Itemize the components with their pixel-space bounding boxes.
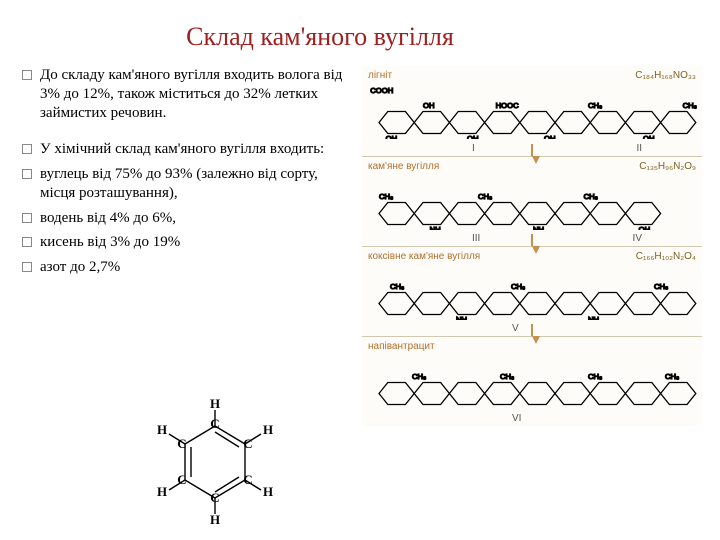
atom-c: C <box>243 472 252 487</box>
bullet-text: У хімічний склад кам'яного вугілля входи… <box>40 140 352 159</box>
svg-text:OH: OH <box>386 134 398 139</box>
benzene-icon: C C C C C C H H H H H H <box>130 398 300 528</box>
atom-c: C <box>177 472 186 487</box>
svg-text:CH₃: CH₃ <box>584 192 598 201</box>
roman-numeral: II <box>636 143 642 154</box>
list-item: кисень від 3% до 19% <box>22 233 352 252</box>
atom-c: C <box>243 436 252 451</box>
arrow-down-icon <box>531 324 533 336</box>
arrow-down-icon <box>532 246 540 254</box>
list-item: вуглець від 75% до 93% (залежно від сорт… <box>22 165 352 203</box>
chem-formula: C₁₈₄H₁₆₈NO₃₃ <box>635 70 696 81</box>
svg-text:CH₃: CH₃ <box>511 282 525 291</box>
svg-text:OH: OH <box>544 134 556 139</box>
arrow-down-icon <box>532 156 540 164</box>
bullet-icon <box>22 213 32 223</box>
chem-row-semianthracite: напівантрацит CH₃ CH₃ CH₃ <box>362 336 702 426</box>
atom-h: H <box>263 422 273 437</box>
svg-text:CH₃: CH₃ <box>500 372 514 381</box>
atom-h: H <box>210 398 220 411</box>
bullet-icon <box>22 169 32 179</box>
roman-numeral: VI <box>512 413 521 424</box>
svg-text:OH: OH <box>639 225 651 230</box>
svg-text:NH: NH <box>588 315 599 320</box>
svg-text:CH₃: CH₃ <box>478 192 492 201</box>
bullet-text: азот до 2,7% <box>40 258 352 277</box>
content-row: До складу кам'яного вугілля входить воло… <box>0 66 720 486</box>
arrow-down-icon <box>531 234 533 246</box>
molecule-icon: COOH OH OH OH HOOC OH <box>368 84 720 139</box>
atom-c: C <box>210 416 219 431</box>
bullet-icon <box>22 262 32 272</box>
svg-text:CH₃: CH₃ <box>390 282 404 291</box>
list-item: У хімічний склад кам'яного вугілля входи… <box>22 140 352 159</box>
bullet-text: водень від 4% до 6%, <box>40 209 352 228</box>
coal-structure-diagram: лігніт C₁₈₄H₁₆₈NO₃₃ COOH OH <box>362 66 702 486</box>
bullet-icon <box>22 237 32 247</box>
arrow-down-icon <box>532 336 540 344</box>
chem-label: лігніт <box>368 70 392 81</box>
bullet-icon <box>22 70 32 80</box>
svg-text:CH₃: CH₃ <box>588 101 602 110</box>
list-item: До складу кам'яного вугілля входить воло… <box>22 66 352 122</box>
svg-text:OH: OH <box>423 101 435 110</box>
bullet-text: кисень від 3% до 19% <box>40 233 352 252</box>
molecule-icon: CH₃ NH CH₃ NH CH₃ <box>368 265 720 320</box>
svg-text:CH₃: CH₃ <box>412 372 426 381</box>
atom-h: H <box>157 484 167 499</box>
chem-label: коксівне кам'яне вугілля <box>368 251 480 262</box>
roman-numeral: IV <box>633 233 642 244</box>
atom-h: H <box>157 422 167 437</box>
svg-text:CH₃: CH₃ <box>665 372 679 381</box>
svg-text:CH₃: CH₃ <box>654 282 668 291</box>
benzene-molecule: C C C C C C H H H H H H <box>130 398 300 528</box>
list-item: азот до 2,7% <box>22 258 352 277</box>
molecule-icon: CH₃ CH₃ CH₃ CH₃ <box>368 355 720 410</box>
svg-text:NH: NH <box>533 225 544 230</box>
page-title: Склад кам'яного вугілля <box>0 0 520 66</box>
atom-c: C <box>177 436 186 451</box>
list-item: водень від 4% до 6%, <box>22 209 352 228</box>
svg-text:NH: NH <box>456 315 467 320</box>
chem-formula: C₁₃₅H₉₆N₂O₉ <box>639 161 696 172</box>
roman-numeral: V <box>512 323 519 334</box>
chem-formula: C₁₆₆H₁₀₂N₂O₄ <box>636 251 696 262</box>
svg-text:CH₃: CH₃ <box>588 372 602 381</box>
svg-text:NH: NH <box>430 225 441 230</box>
svg-text:HOOC: HOOC <box>496 101 520 110</box>
bullet-icon <box>22 144 32 154</box>
chem-label: напівантрацит <box>368 341 435 352</box>
atom-h: H <box>263 484 273 499</box>
svg-text:COOH: COOH <box>370 86 393 95</box>
chem-label: кам'яне вугілля <box>368 161 439 172</box>
atom-c: C <box>210 490 219 505</box>
svg-text:OH: OH <box>643 134 655 139</box>
arrow-down-icon <box>531 144 533 156</box>
roman-numeral: III <box>472 233 480 244</box>
bullet-text: вуглець від 75% до 93% (залежно від сорт… <box>40 165 352 203</box>
chem-row-lignite: лігніт C₁₈₄H₁₆₈NO₃₃ COOH OH <box>362 66 702 156</box>
bullet-text: До складу кам'яного вугілля входить воло… <box>40 66 352 122</box>
roman-numeral: I <box>472 143 475 154</box>
svg-text:CH₃: CH₃ <box>683 101 697 110</box>
svg-text:CH₃: CH₃ <box>379 192 393 201</box>
molecule-icon: CH₃ NH CH₃ NH CH₃ OH <box>368 175 720 230</box>
chemistry-diagram: лігніт C₁₈₄H₁₆₈NO₃₃ COOH OH <box>352 66 704 486</box>
atom-h: H <box>210 512 220 527</box>
chem-row-coal: кам'яне вугілля C₁₃₅H₉₆N₂O₉ CH₃ NH <box>362 156 702 246</box>
chem-row-coking-coal: коксівне кам'яне вугілля C₁₆₆H₁₀₂N₂O₄ CH… <box>362 246 702 336</box>
svg-text:OH: OH <box>467 134 479 139</box>
